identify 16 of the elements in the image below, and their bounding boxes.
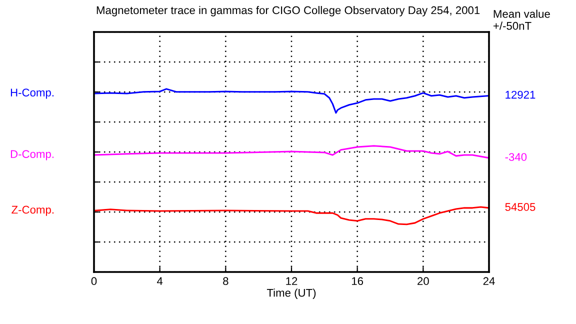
x-tick-label: 12 <box>286 277 298 285</box>
text: 54505 <box>505 203 536 211</box>
text: -340 <box>505 153 527 161</box>
x-tick-label: 24 <box>483 277 495 285</box>
text: Z-Comp. <box>12 206 54 216</box>
x-tick-label: 16 <box>352 277 364 286</box>
x-tick-label: 8 <box>223 277 228 286</box>
x-axis-title: Time (UT) <box>266 288 316 299</box>
x-tick-label: 4 <box>157 277 163 285</box>
text: Mean value +/-50nT <box>493 10 550 30</box>
chart-title: Magnetometer trace in gammas for CIGO College Observatory Day 254, 2001 <box>96 6 480 16</box>
x-tick-label: 0 <box>91 277 97 286</box>
text: H-Comp. <box>10 88 54 99</box>
x-tick-label: 20 <box>418 277 429 286</box>
text: D-Comp. <box>10 150 54 160</box>
text: 12921 <box>506 90 536 99</box>
